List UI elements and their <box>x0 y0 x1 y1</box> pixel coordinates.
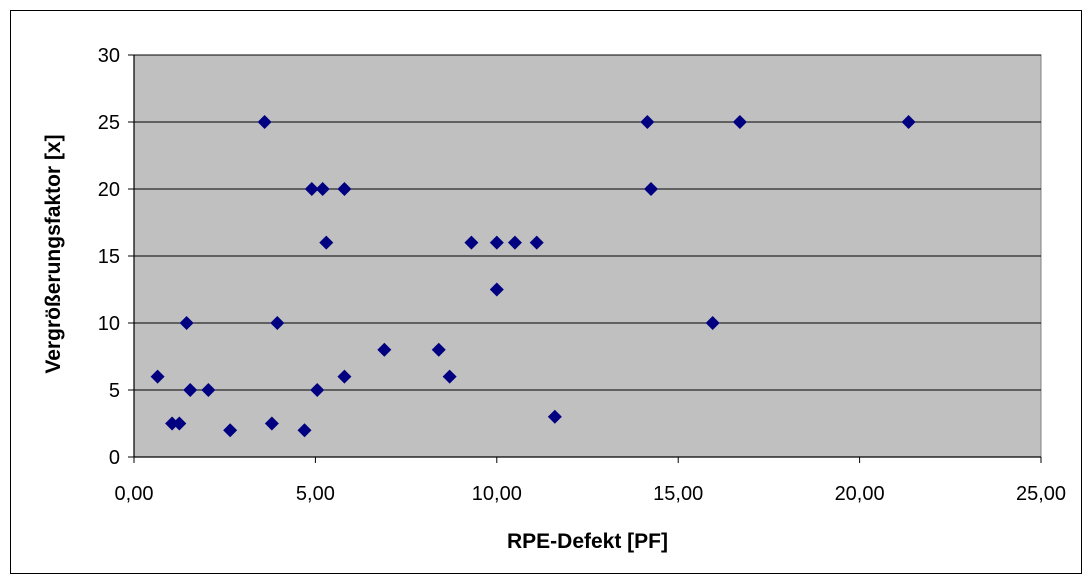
data-point <box>179 316 194 330</box>
y-tick-label: 15 <box>98 246 120 268</box>
gridlines <box>134 54 1041 391</box>
data-point <box>310 383 325 397</box>
data-point <box>223 423 238 438</box>
data-point <box>150 369 165 384</box>
data-point <box>297 423 312 438</box>
data-point <box>264 416 279 431</box>
data-point <box>489 282 504 297</box>
data-point <box>337 182 352 196</box>
data-point <box>529 235 544 250</box>
data-points <box>150 115 916 438</box>
data-point <box>431 342 446 357</box>
data-point <box>640 115 655 129</box>
axes <box>128 54 1042 463</box>
x-tick-label: 0,00 <box>115 483 154 505</box>
y-axis-title: Vergrößerungsfaktor [x] <box>42 134 65 373</box>
y-tick-label: 5 <box>109 380 120 402</box>
data-point <box>705 316 720 330</box>
x-tick-label: 10,00 <box>472 483 522 505</box>
data-point <box>257 115 272 129</box>
x-tick-label: 5,00 <box>296 483 335 505</box>
x-tick-label: 25,00 <box>1016 483 1066 505</box>
y-tick-label: 20 <box>98 179 120 201</box>
data-point <box>901 115 916 129</box>
data-point <box>315 182 330 196</box>
data-point <box>183 383 198 397</box>
y-tick-label: 30 <box>98 45 120 67</box>
data-point <box>643 182 658 196</box>
data-point <box>507 235 522 250</box>
data-point <box>464 235 479 250</box>
x-tick-label: 20,00 <box>835 483 885 505</box>
data-point <box>337 369 352 384</box>
data-point <box>270 316 285 330</box>
y-tick-label: 25 <box>98 112 120 134</box>
y-tick-labels: 0 5 10 15 20 25 30 <box>98 45 120 469</box>
data-point <box>201 383 216 397</box>
data-point <box>489 235 504 250</box>
data-point <box>377 342 392 357</box>
data-point <box>732 115 747 129</box>
data-point <box>547 409 562 424</box>
data-point <box>304 182 319 196</box>
y-tick-label: 0 <box>109 447 120 469</box>
data-point <box>165 416 180 431</box>
data-point <box>319 235 334 250</box>
y-tick-label: 10 <box>98 313 120 335</box>
x-tick-labels: 0,00 5,00 10,00 15,00 20,00 25,00 <box>115 483 1067 505</box>
data-point <box>172 416 187 431</box>
x-tick-label: 15,00 <box>653 483 703 505</box>
data-point <box>442 369 457 384</box>
x-axis-title: RPE-Defekt [PF] <box>507 530 668 553</box>
